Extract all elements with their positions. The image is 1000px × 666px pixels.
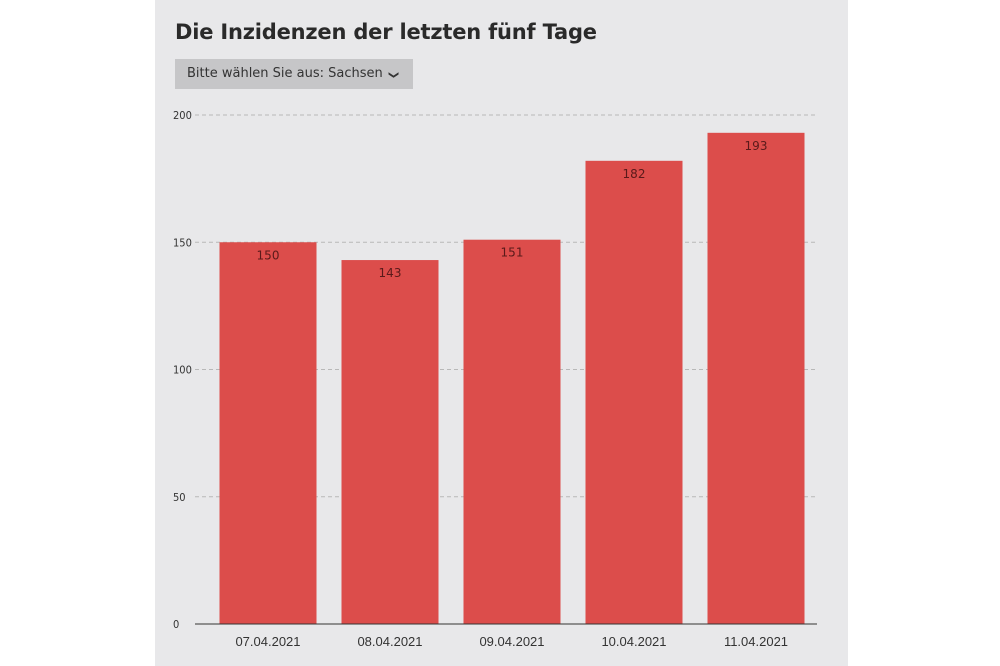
data-label: 143 (379, 266, 402, 280)
y-tick-label: 200 (173, 109, 192, 122)
chart-title: Die Inzidenzen der letzten fünf Tage (175, 20, 597, 44)
data-label: 182 (623, 167, 646, 181)
x-tick-label: 10.04.2021 (601, 634, 666, 649)
data-label: 193 (745, 139, 768, 153)
bar (463, 239, 561, 624)
data-label: 151 (501, 246, 524, 260)
x-tick-label: 09.04.2021 (479, 634, 544, 649)
bar (585, 160, 683, 624)
chart-panel: Die Inzidenzen der letzten fünf Tage Bit… (155, 0, 848, 666)
data-label: 150 (257, 248, 280, 262)
y-tick-label: 150 (173, 236, 192, 249)
bar (707, 132, 805, 624)
region-select-dropdown[interactable]: Bitte wählen Sie aus: Sachsen ❯ (175, 59, 413, 89)
bar (219, 242, 317, 624)
y-tick-label: 0 (173, 618, 179, 631)
bar (341, 260, 439, 624)
x-tick-label: 11.04.2021 (724, 634, 788, 649)
dropdown-label: Bitte wählen Sie aus: Sachsen (187, 66, 383, 81)
bar-chart: 0 50 100 150 200 150 07.04.2021 143 08.04.2021 15… (173, 109, 817, 649)
y-tick-label: 50 (173, 491, 186, 504)
x-tick-label: 07.04.2021 (235, 634, 300, 649)
y-tick-label: 100 (173, 364, 192, 377)
x-tick-label: 08.04.2021 (357, 634, 422, 649)
